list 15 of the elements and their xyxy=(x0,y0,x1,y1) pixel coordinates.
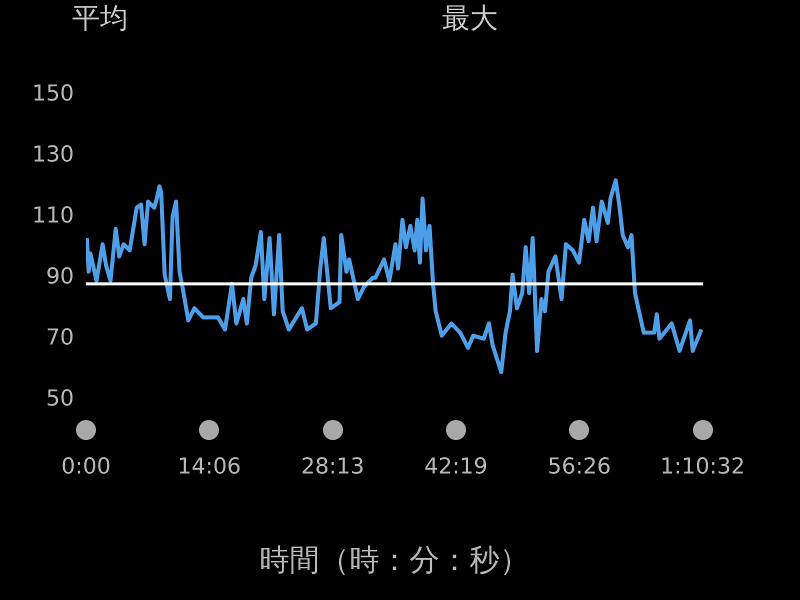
x-tick-label: 0:00 xyxy=(61,454,111,480)
x-tick-label: 1:10:32 xyxy=(660,454,745,480)
y-tick-label: 130 xyxy=(32,142,74,168)
x-tick-label: 56:26 xyxy=(548,454,612,480)
text: 最大 xyxy=(442,1,498,34)
y-tick-label: 110 xyxy=(32,204,74,229)
y-tick-label: 50 xyxy=(46,386,74,412)
x-tick-label: 28:13 xyxy=(300,454,364,480)
y-tick-label: 70 xyxy=(46,325,74,350)
x-axis-title: 時間（時：分：秒） xyxy=(260,542,530,578)
y-tick-label: 90 xyxy=(46,264,74,290)
x-tick-label: 42:19 xyxy=(424,454,488,480)
x-tick-label: 14:06 xyxy=(178,454,241,480)
y-tick-label: 150 xyxy=(32,82,74,107)
text: 平均 xyxy=(72,1,128,34)
